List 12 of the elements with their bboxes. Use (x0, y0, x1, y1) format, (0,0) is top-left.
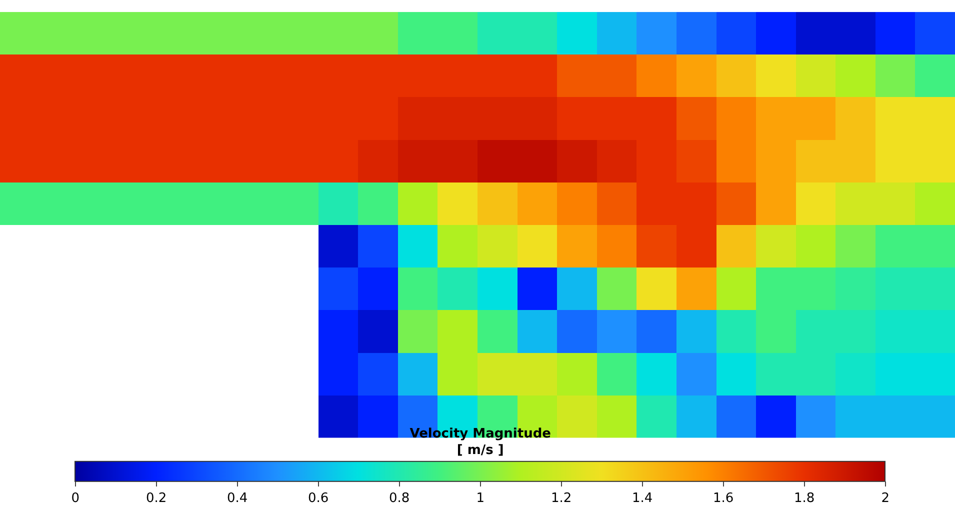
color-bar-label: 2 (881, 491, 890, 506)
color-bar-label: 0.4 (227, 491, 248, 506)
color-bar-label: 1.6 (713, 491, 734, 506)
color-bar-label: 1.2 (551, 491, 572, 506)
color-bar-label: 1.4 (632, 491, 653, 506)
color-bar-label: 0.6 (308, 491, 329, 506)
color-bar-label: 1 (476, 491, 485, 506)
color-bar-title: Velocity Magnitude [ m/s ] (410, 426, 552, 458)
color-bar-label: 0 (71, 491, 80, 506)
color-bar-label: 0.2 (146, 491, 167, 506)
color-bar-label: 0.8 (389, 491, 410, 506)
color-bar-label: 1.8 (794, 491, 815, 506)
